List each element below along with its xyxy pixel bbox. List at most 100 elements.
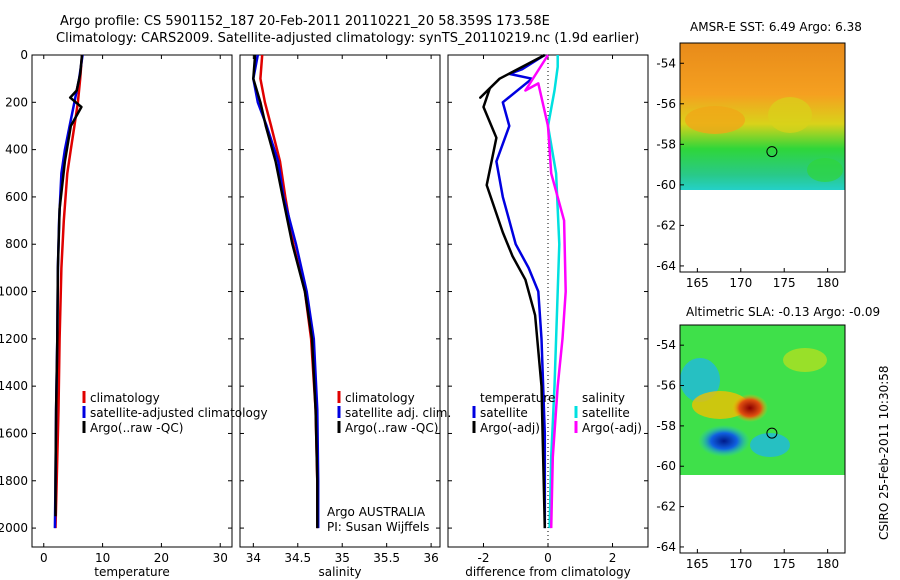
map-y-tick-label: -58 (656, 137, 676, 151)
map-y-tick-label: -58 (656, 419, 676, 433)
legend-sal-satellite: satellite (582, 406, 630, 420)
temperature-legend: climatology satellite-adjusted climatolo… (82, 391, 268, 435)
legend-climatology: climatology (90, 391, 160, 405)
temperature-panel: 0 10 20 30 temperature 0 200 400 600 800 1000 1200 1… (0, 48, 232, 579)
series-line-climatology (259, 54, 319, 529)
legend-sal-argo: Argo(-adj) (582, 421, 642, 435)
x-axis-label: difference from climatology (465, 565, 631, 579)
sst-argo-position-marker (766, 146, 778, 158)
legend-temp-satellite: satellite (480, 406, 528, 420)
map-y-tick-label: -60 (656, 459, 676, 473)
header-line1: Argo profile: CS 5901152_187 20-Feb-2011… (60, 14, 550, 29)
map-y-tick-label: -54 (656, 56, 676, 70)
salinity-panel-frame (239, 54, 441, 548)
header-line2: Climatology: CARS2009. Satellite-adjuste… (56, 31, 639, 46)
map-y-tick-label: -62 (656, 500, 676, 514)
series-line-salinity-argo-adj- (524, 54, 567, 529)
y-tick-label: 200 (5, 95, 28, 109)
legend-salinity: salinity (582, 391, 625, 405)
sst-land-mask (680, 190, 845, 272)
x-tick-label: 10 (95, 551, 110, 565)
sst-map-axes: 165 170 175 180 -54 -56 -58 -60 -62 -64 (656, 56, 839, 290)
sla-warm-eddy (732, 394, 768, 422)
map-x-tick-label: 165 (686, 276, 709, 290)
sla-cool-patch-west (680, 358, 720, 402)
difference-legend: temperature satellite Argo(-adj) salinit… (472, 391, 642, 435)
map-y-tick-label: -62 (656, 218, 676, 232)
map-x-tick-label: 180 (816, 557, 839, 571)
x-tick-label: 34.5 (284, 551, 311, 565)
map-y-tick-label: -64 (656, 540, 676, 554)
y-tick-label: 400 (5, 143, 28, 157)
series-line-argo-raw-qc- (54, 54, 84, 517)
map-y-tick-label: -56 (656, 379, 676, 393)
y-tick-label: 0 (20, 48, 28, 62)
sla-map-frame (679, 324, 846, 554)
y-tick-label: 600 (5, 190, 28, 204)
salinity-panel: 34 34.5 35 35.5 36 salinity (240, 54, 440, 579)
sst-warm-patch (685, 106, 745, 134)
map-x-tick-label: 175 (773, 557, 796, 571)
temperature-panel-frame (31, 54, 233, 548)
series-line-salinity-satellite (546, 55, 561, 529)
csiro-timestamp-label: CSIRO 25-Feb-2011 10:30:58 (877, 365, 891, 540)
x-axis-label: salinity (318, 565, 361, 579)
pi-label: PI: Susan Wijffels (327, 520, 429, 534)
x-tick-label: -2 (477, 551, 489, 565)
y-tick-label: 1200 (0, 332, 28, 346)
x-tick-label: 34 (246, 551, 261, 565)
sla-map-axes: 165 170 175 180 -54 -56 -58 -60 -62 -64 (656, 338, 839, 571)
map-x-tick-label: 170 (729, 276, 752, 290)
map-y-tick-label: -54 (656, 338, 676, 352)
legend-temp-argo: Argo(-adj) (480, 421, 540, 435)
map-y-tick-label: -64 (656, 259, 676, 273)
y-tick-label: 1800 (0, 474, 28, 488)
x-tick-label: 30 (213, 551, 228, 565)
series-line-satellite-adj-clim- (252, 54, 320, 529)
y-tick-label: 1400 (0, 379, 28, 393)
sla-land-mask (680, 475, 845, 553)
x-tick-label: 35 (335, 551, 350, 565)
series-line-climatology (54, 54, 84, 529)
legend-satellite-adjusted: satellite-adjusted climatology (90, 406, 268, 420)
x-tick-label: 0 (40, 551, 48, 565)
map-y-tick-label: -60 (656, 178, 676, 192)
map-y-tick-label: -56 (656, 97, 676, 111)
legend-argo: Argo(..raw -QC) (345, 421, 438, 435)
x-tick-label: 2 (609, 551, 617, 565)
salinity-legend: climatology satellite adj. clim. Argo(..… (327, 391, 451, 534)
map-x-tick-label: 170 (729, 557, 752, 571)
y-tick-label: 2000 (0, 521, 28, 535)
x-tick-label: 0 (544, 551, 552, 565)
series-line-argo-raw-qc- (252, 54, 319, 529)
x-tick-label: 35.5 (373, 551, 400, 565)
sla-cool-patch-east (750, 433, 790, 457)
sla-map (679, 324, 846, 554)
x-axis-label: temperature (94, 565, 169, 579)
series-line-satellite-adjusted-climatology (53, 54, 84, 529)
sst-map (679, 42, 846, 273)
sst-map-frame (679, 42, 846, 273)
legend-climatology: climatology (345, 391, 415, 405)
y-tick-label: 800 (5, 237, 28, 251)
map-x-tick-label: 180 (816, 276, 839, 290)
legend-argo: Argo(..raw -QC) (90, 421, 183, 435)
sla-yellow-patch (783, 348, 827, 372)
sla-map-title: Altimetric SLA: -0.13 Argo: -0.09 (686, 305, 880, 319)
y-tick-label: 1600 (0, 426, 28, 440)
map-x-tick-label: 165 (686, 557, 709, 571)
sla-argo-position-marker (766, 427, 778, 439)
sst-cool-patch (807, 158, 843, 182)
series-line-temperature-satellite (495, 53, 547, 529)
series-line-temperature-argo-adj- (479, 53, 547, 529)
sst-map-title: AMSR-E SST: 6.49 Argo: 6.38 (690, 20, 862, 34)
argo-australia-label: Argo AUSTRALIA (327, 505, 426, 519)
x-tick-label: 20 (154, 551, 169, 565)
x-tick-label: 36 (423, 551, 438, 565)
legend-satellite-adj: satellite adj. clim. (345, 406, 451, 420)
sst-mid-patch (768, 97, 812, 133)
y-tick-label: 1000 (0, 285, 28, 299)
legend-temperature: temperature (480, 391, 555, 405)
